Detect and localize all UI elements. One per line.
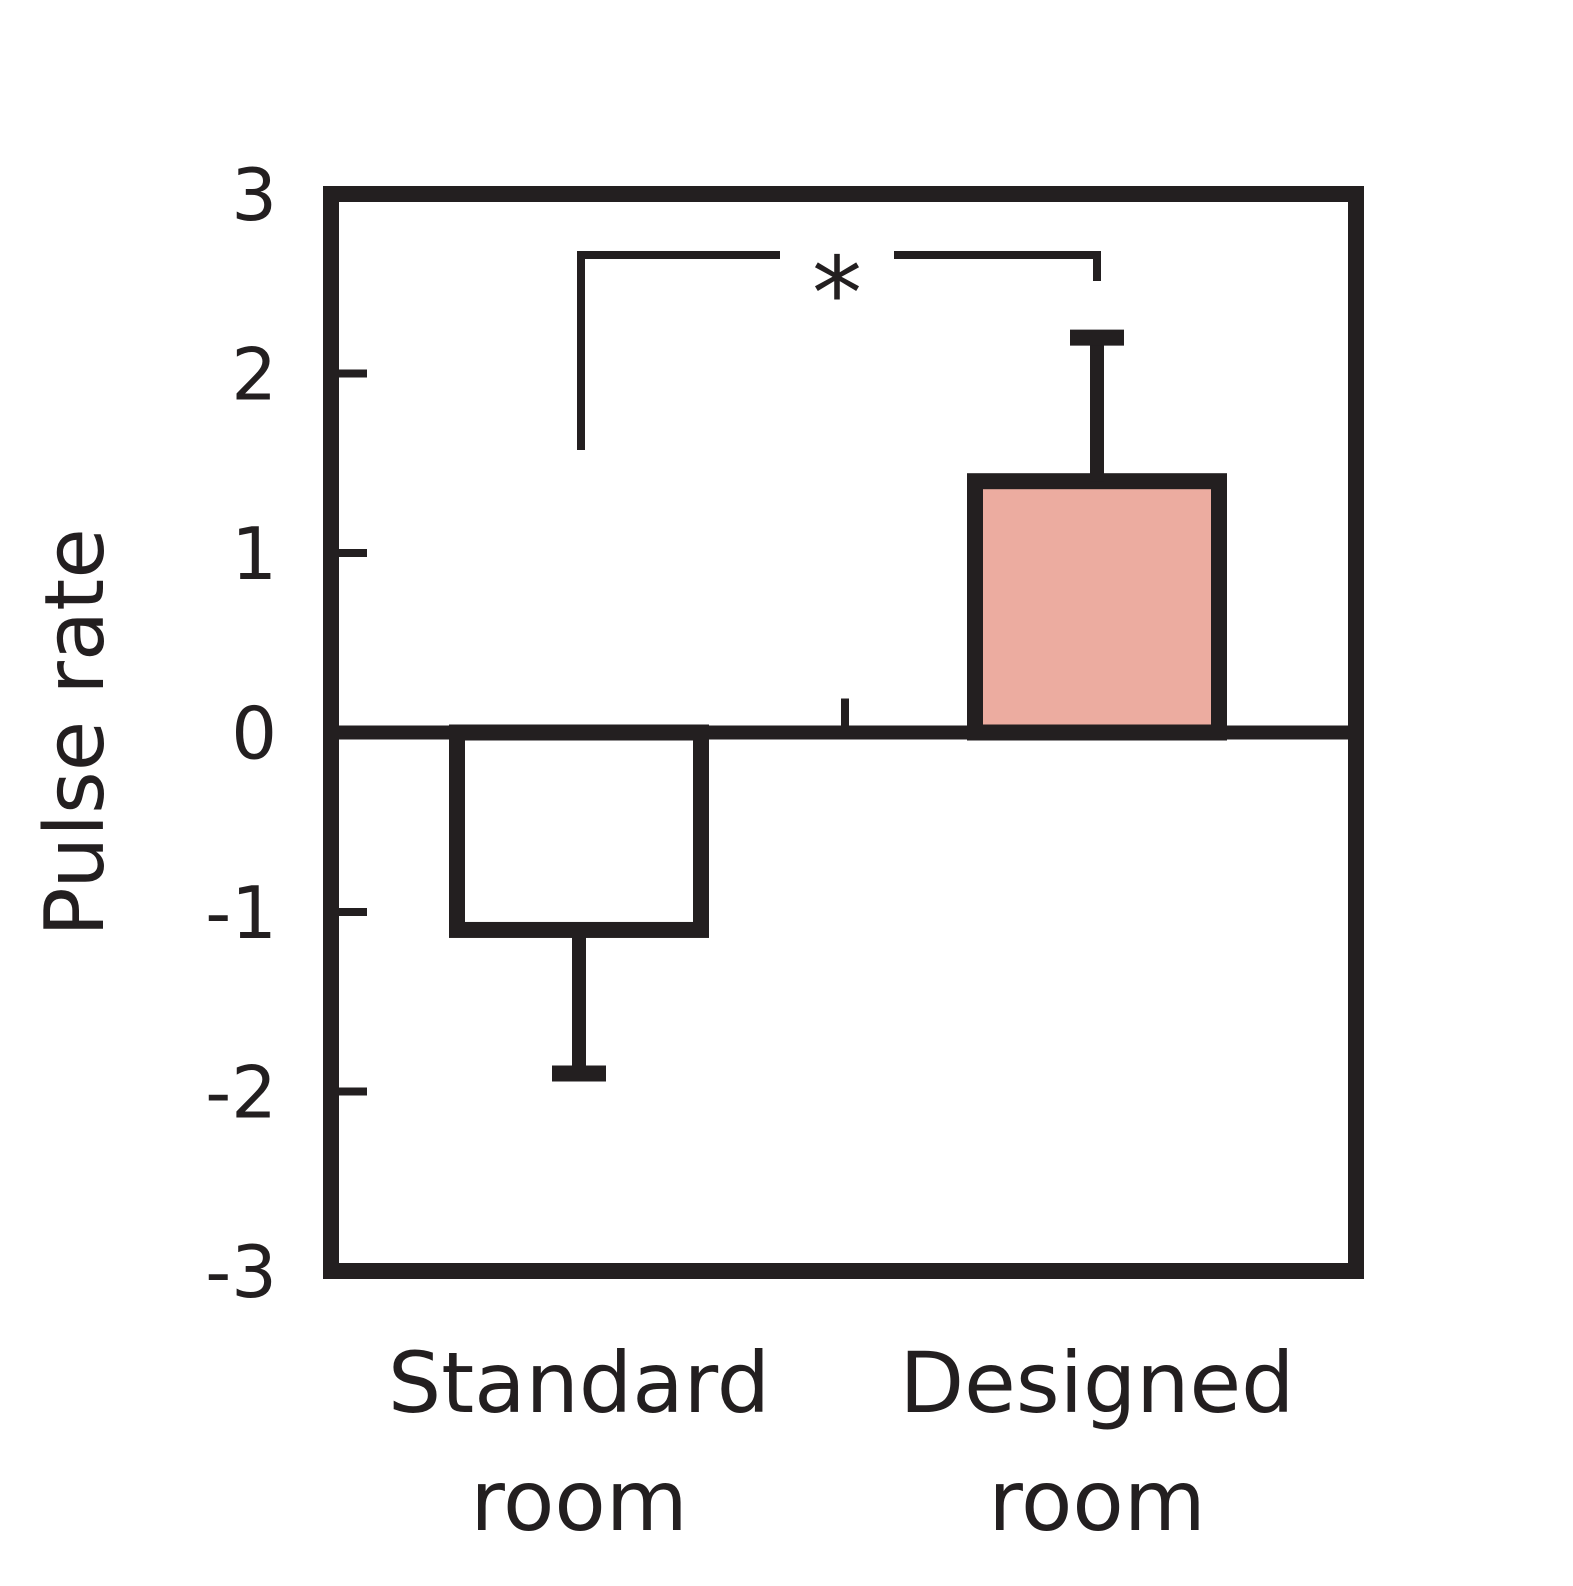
plot-frame: [323, 186, 1364, 1279]
significance-label: *: [812, 235, 862, 352]
significance-bracket: *: [577, 235, 1101, 450]
x-category-label: Designed: [899, 1334, 1294, 1432]
bracket-right: [894, 251, 1101, 281]
zero-line-layer: [331, 698, 1356, 740]
x-category-label: Standard: [388, 1334, 770, 1432]
bracket-left: [577, 251, 780, 450]
y-tick-label: -1: [205, 871, 277, 955]
x-category-label: room: [988, 1452, 1205, 1550]
bar: [967, 473, 1227, 741]
y-tick-label: 1: [231, 512, 277, 596]
y-axis-title: Pulse rate: [28, 528, 123, 937]
y-tick-label: 3: [231, 153, 277, 237]
bar: [449, 724, 709, 938]
y-tick-label: 2: [231, 333, 277, 417]
y-tick-label: 0: [231, 692, 277, 776]
labels: 3 2 1 0 -1 -2 -3 Standard room Designed room: [205, 153, 1294, 1550]
x-category-label: room: [470, 1452, 687, 1550]
y-tick-label: -3: [205, 1230, 277, 1314]
bars: [449, 329, 1227, 1082]
y-tick-label: -2: [205, 1051, 277, 1135]
